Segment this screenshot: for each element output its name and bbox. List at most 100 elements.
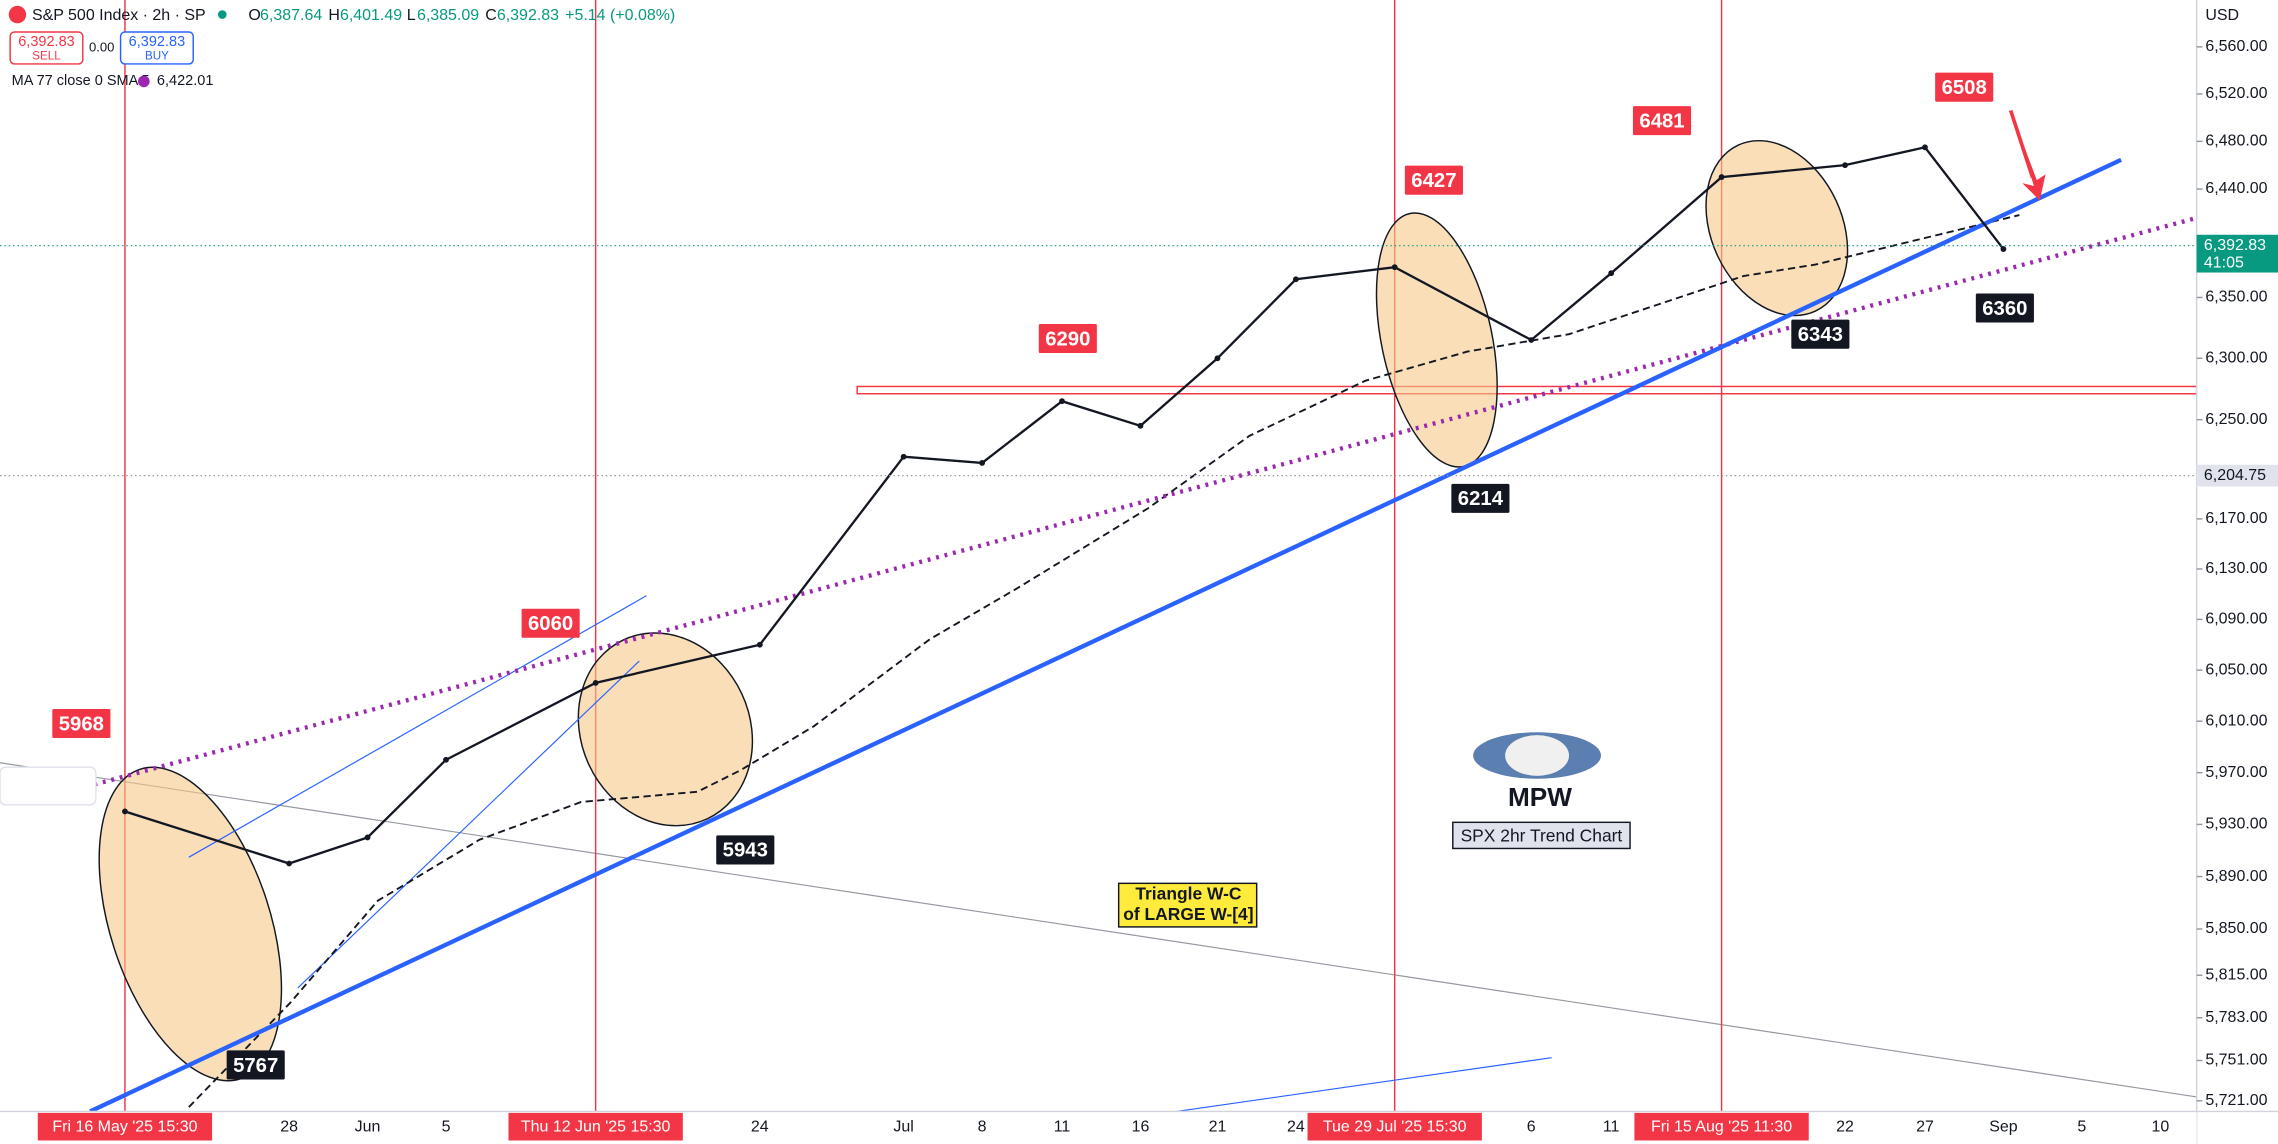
- x-highlight: [508, 1112, 683, 1141]
- sell-button[interactable]: [9, 31, 84, 65]
- y-tick-label: 6,440.00: [2205, 180, 2267, 197]
- caption: SPX 2hr Trend Chart: [1461, 825, 1623, 845]
- drawings: [0, 0, 2198, 1114]
- annotation-box: [1404, 165, 1463, 195]
- annotation-label: 6427: [1411, 170, 1456, 192]
- y-tick-label: 6,350.00: [2205, 289, 2267, 306]
- x-tick-label: 21: [1209, 1119, 1227, 1136]
- ohlc-label: H: [328, 7, 340, 24]
- annotation-box: [1038, 324, 1097, 354]
- time-axis: [0, 1111, 2197, 1144]
- y-tick-label: 6,090.00: [2205, 611, 2267, 628]
- annotation-label: 6343: [1798, 324, 1843, 346]
- annotation-label: 6508: [1942, 77, 1987, 99]
- price-tag-timer: 41:05: [2204, 254, 2244, 271]
- x-highlight: [1634, 1112, 1809, 1141]
- sell-label[interactable]: SELL: [32, 50, 61, 63]
- toolbar[interactable]: [0, 766, 97, 806]
- y-tick-label: 6,130.00: [2205, 560, 2267, 577]
- price-point: [1292, 276, 1299, 283]
- spread: 0.00: [89, 39, 114, 54]
- price-tag: [2196, 234, 2278, 273]
- ellipse-highlight: [1705, 139, 1849, 317]
- price-point: [122, 808, 128, 815]
- x-tick-label: 22: [1836, 1119, 1854, 1136]
- ohlc-label: O: [248, 7, 260, 24]
- price-point: [1922, 144, 1928, 151]
- currency: USD: [2205, 7, 2239, 24]
- y-tick-label: 6,560.00: [2205, 38, 2267, 55]
- annotation-label: 6481: [1639, 110, 1684, 132]
- y-tick-label: 6,170.00: [2205, 510, 2267, 527]
- annotation-box: [52, 708, 111, 739]
- annotation-box: [716, 835, 775, 865]
- buy-button[interactable]: [119, 31, 194, 65]
- ohlc-label: C: [485, 7, 497, 24]
- price-tag-label: 6,204.75: [2204, 467, 2266, 484]
- price-point: [443, 756, 449, 763]
- annotation-label: 6360: [1982, 298, 2027, 320]
- indicator-value: 6,422.01: [157, 73, 214, 89]
- annotation-label: 6290: [1045, 328, 1090, 350]
- y-tick-label: 6,480.00: [2205, 133, 2267, 150]
- wedge-line: [297, 660, 640, 989]
- gray-trendline: [0, 762, 2197, 1098]
- price-point: [979, 460, 986, 466]
- buy-price[interactable]: 6,392.83: [129, 34, 186, 50]
- x-tick-label: Tue 29 Jul '25 15:30: [1323, 1119, 1467, 1136]
- y-tick-label: 5,815.00: [2205, 966, 2267, 983]
- note-text: of LARGE W-[4]: [1123, 904, 1253, 924]
- price-point: [1391, 264, 1398, 271]
- y-tick-label: 5,721.00: [2205, 1092, 2267, 1109]
- caption-box: [1452, 821, 1631, 850]
- price-point: [756, 641, 763, 648]
- indicator-name: MA 77 close 0 SMA 5: [12, 73, 150, 89]
- x-highlight: [37, 1112, 213, 1141]
- x-highlight: [1307, 1112, 1482, 1141]
- ohlc-label: L: [407, 7, 416, 24]
- x-tick-label: 5: [442, 1119, 451, 1136]
- annotation-label: 5968: [59, 713, 104, 735]
- market-status: [217, 10, 227, 19]
- x-tick-label: Fri 16 May '25 15:30: [52, 1119, 197, 1136]
- price-point: [592, 679, 599, 686]
- dotted-trendline: [93, 215, 2198, 787]
- price-point: [286, 860, 293, 867]
- wedge-line: [188, 595, 647, 858]
- y-tick-label: 6,250.00: [2205, 411, 2267, 428]
- ohlc: O 6,387.64 H 6,401.49 L 6,385.09 C 6,392…: [248, 7, 675, 24]
- symbol-title: S&P 500 Index · 2h · SP: [32, 7, 206, 24]
- sell-price[interactable]: 6,392.83: [18, 34, 75, 50]
- annotation-box: [521, 608, 580, 638]
- price-tag: [2196, 464, 2278, 487]
- y-tick-label: 5,783.00: [2205, 1009, 2267, 1026]
- price-point: [1528, 337, 1535, 343]
- ellipse-highlight: [577, 632, 754, 827]
- x-tick-label: 8: [978, 1119, 987, 1136]
- x-tick-label: Jun: [355, 1119, 381, 1136]
- note-box: [1117, 882, 1258, 928]
- ohlc-change: +5.14 (+0.08%): [565, 7, 675, 24]
- annotation-box: [226, 1050, 285, 1080]
- price-point: [2000, 246, 2007, 252]
- thin-trendline: [1176, 1057, 1552, 1113]
- annotation-box: [1935, 72, 1994, 102]
- annotation-box: [1632, 106, 1692, 136]
- arrow-shaft: [2008, 109, 2035, 178]
- buy-label[interactable]: BUY: [145, 50, 169, 63]
- x-tick-label: Thu 12 Jun '25 15:30: [521, 1119, 671, 1136]
- price-point: [1842, 162, 1848, 169]
- x-tick-label: 6: [1527, 1119, 1536, 1136]
- annotation-label: 5767: [233, 1055, 278, 1077]
- main-trendline: [89, 157, 2123, 1114]
- logo-text: MPW: [1508, 782, 1572, 812]
- y-tick-label: 5,850.00: [2205, 920, 2267, 937]
- price-tag-label: 6,392.83: [2204, 237, 2266, 254]
- price-point: [1137, 422, 1144, 429]
- x-tick-label: 11: [1603, 1119, 1620, 1136]
- annotation-box: [1451, 483, 1510, 513]
- y-tick-label: 5,890.00: [2205, 868, 2267, 885]
- x-tick-label: 27: [1916, 1119, 1934, 1136]
